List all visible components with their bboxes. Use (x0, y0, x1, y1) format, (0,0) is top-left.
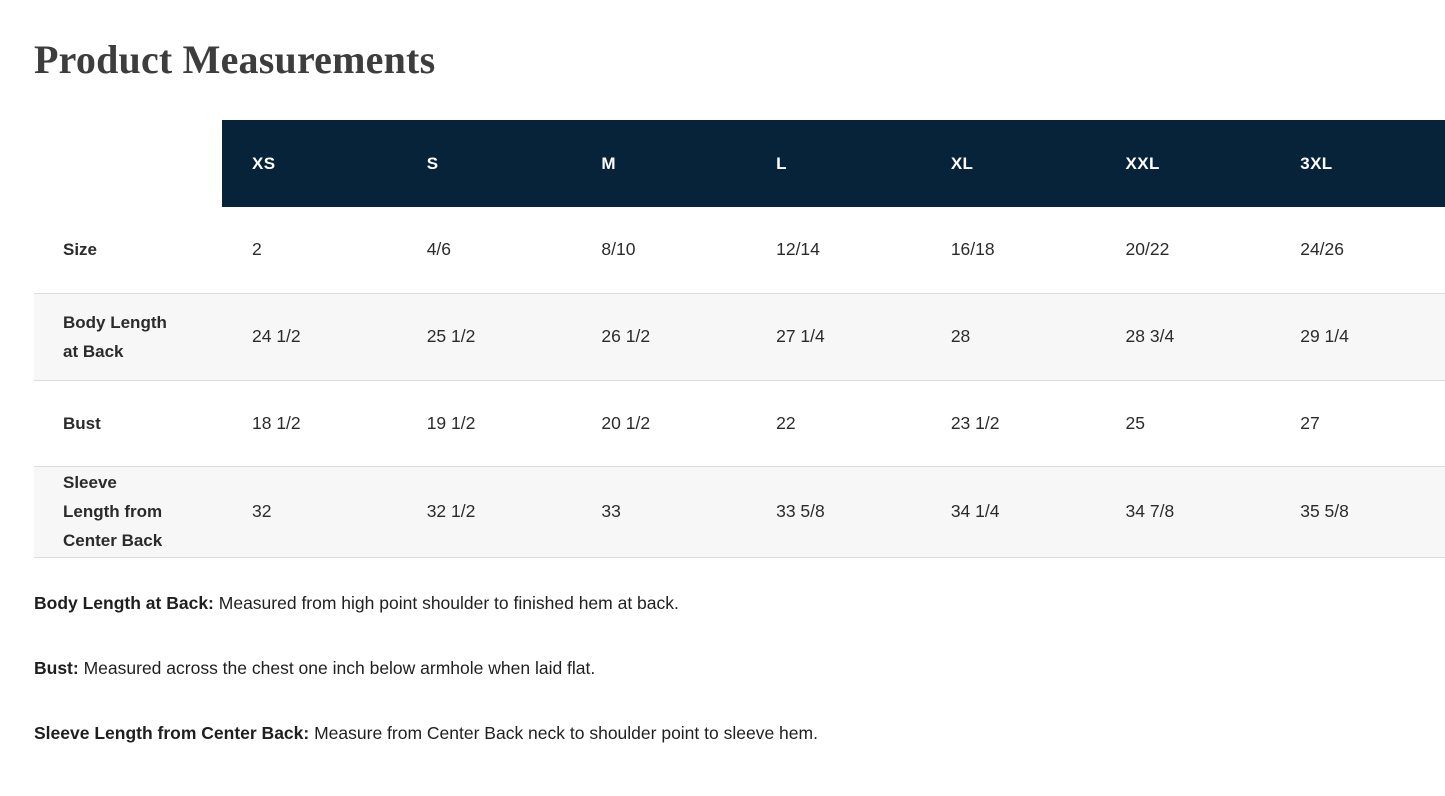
measurement-cell: 28 3/4 (1125, 326, 1175, 346)
measurement-cell: 35 5/8 (1300, 501, 1349, 521)
row-label: Bust (63, 413, 101, 433)
col-header-l: L (746, 120, 921, 207)
footnote-definition: Measured across the chest one inch below… (83, 657, 596, 678)
measurement-cell: 33 (601, 501, 621, 521)
measurement-cell: 16/18 (950, 239, 995, 260)
footnote-definition: Measured from high point shoulder to fin… (218, 592, 679, 613)
measurement-cell: 27 (1300, 412, 1320, 433)
measurement-cell: 20/22 (1125, 239, 1170, 260)
measurement-cell: 25 (1125, 412, 1145, 433)
measurement-cell: 4/6 (426, 239, 452, 260)
measurement-cell: 25 1/2 (426, 326, 476, 346)
measurements-table-container: XS S M L XL XXL 3XL Size 2 4/6 8/10 12/1… (34, 120, 1445, 558)
col-header-xxl: XXL (1095, 120, 1271, 207)
footnote-term: Body Length at Back: (34, 592, 214, 613)
measurement-cell: 24/26 (1300, 239, 1345, 260)
footnote-body-length: Body Length at Back: Measured from high … (34, 592, 1445, 614)
row-label: Size (63, 240, 98, 260)
col-header-s: S (396, 120, 572, 207)
table-row-size: Size 2 4/6 8/10 12/14 16/18 20/22 24/26 (34, 207, 1445, 293)
measurement-cell: 18 1/2 (252, 412, 301, 433)
table-row-body-length: Body Length at Back 24 1/2 25 1/2 26 1/2… (34, 293, 1445, 380)
footnote-definition: Measure from Center Back neck to shoulde… (314, 722, 818, 743)
measurement-cell: 24 1/2 (252, 326, 301, 346)
measurement-definitions: Body Length at Back: Measured from high … (34, 592, 1445, 744)
footnote-bust: Bust: Measured across the chest one inch… (34, 657, 1445, 679)
measurement-cell: 8/10 (601, 239, 636, 260)
measurement-cell: 19 1/2 (426, 412, 476, 433)
measurement-cell: 33 5/8 (776, 501, 825, 521)
footnote-term: Bust: (34, 657, 79, 678)
measurement-cell: 12/14 (776, 239, 820, 260)
row-label: Sleeve Length from Center Back (63, 473, 163, 550)
footnote-term: Sleeve Length from Center Back: (34, 722, 310, 743)
footnote-sleeve-length: Sleeve Length from Center Back: Measure … (34, 722, 1445, 744)
measurement-cell: 27 1/4 (776, 326, 825, 346)
measurement-cell: 20 1/2 (601, 412, 651, 433)
col-header-xl: XL (920, 120, 1096, 207)
col-header-xs: XS (222, 120, 397, 207)
row-label: Body Length at Back (63, 312, 167, 361)
col-header-3xl: 3XL (1270, 120, 1445, 207)
corner-cell (34, 120, 222, 207)
measurement-cell: 23 1/2 (950, 412, 1000, 433)
col-header-m: M (571, 120, 747, 207)
measurements-table: XS S M L XL XXL 3XL Size 2 4/6 8/10 12/1… (34, 120, 1445, 558)
measurement-cell: 22 (776, 412, 796, 433)
measurement-cell: 2 (252, 239, 262, 260)
measurement-cell: 34 1/4 (950, 501, 1000, 521)
measurement-cell: 32 (252, 501, 272, 521)
table-row-bust: Bust 18 1/2 19 1/2 20 1/2 22 23 1/2 25 2… (34, 380, 1445, 466)
table-row-sleeve-length: Sleeve Length from Center Back 32 32 1/2… (34, 466, 1445, 557)
measurement-cell: 29 1/4 (1300, 326, 1349, 346)
measurement-cell: 32 1/2 (426, 501, 476, 521)
size-header-row: XS S M L XL XXL 3XL (34, 120, 1445, 207)
measurement-cell: 28 (950, 326, 971, 346)
measurement-cell: 26 1/2 (601, 326, 651, 346)
page-title: Product Measurements (34, 37, 436, 82)
measurement-cell: 34 7/8 (1125, 501, 1175, 521)
